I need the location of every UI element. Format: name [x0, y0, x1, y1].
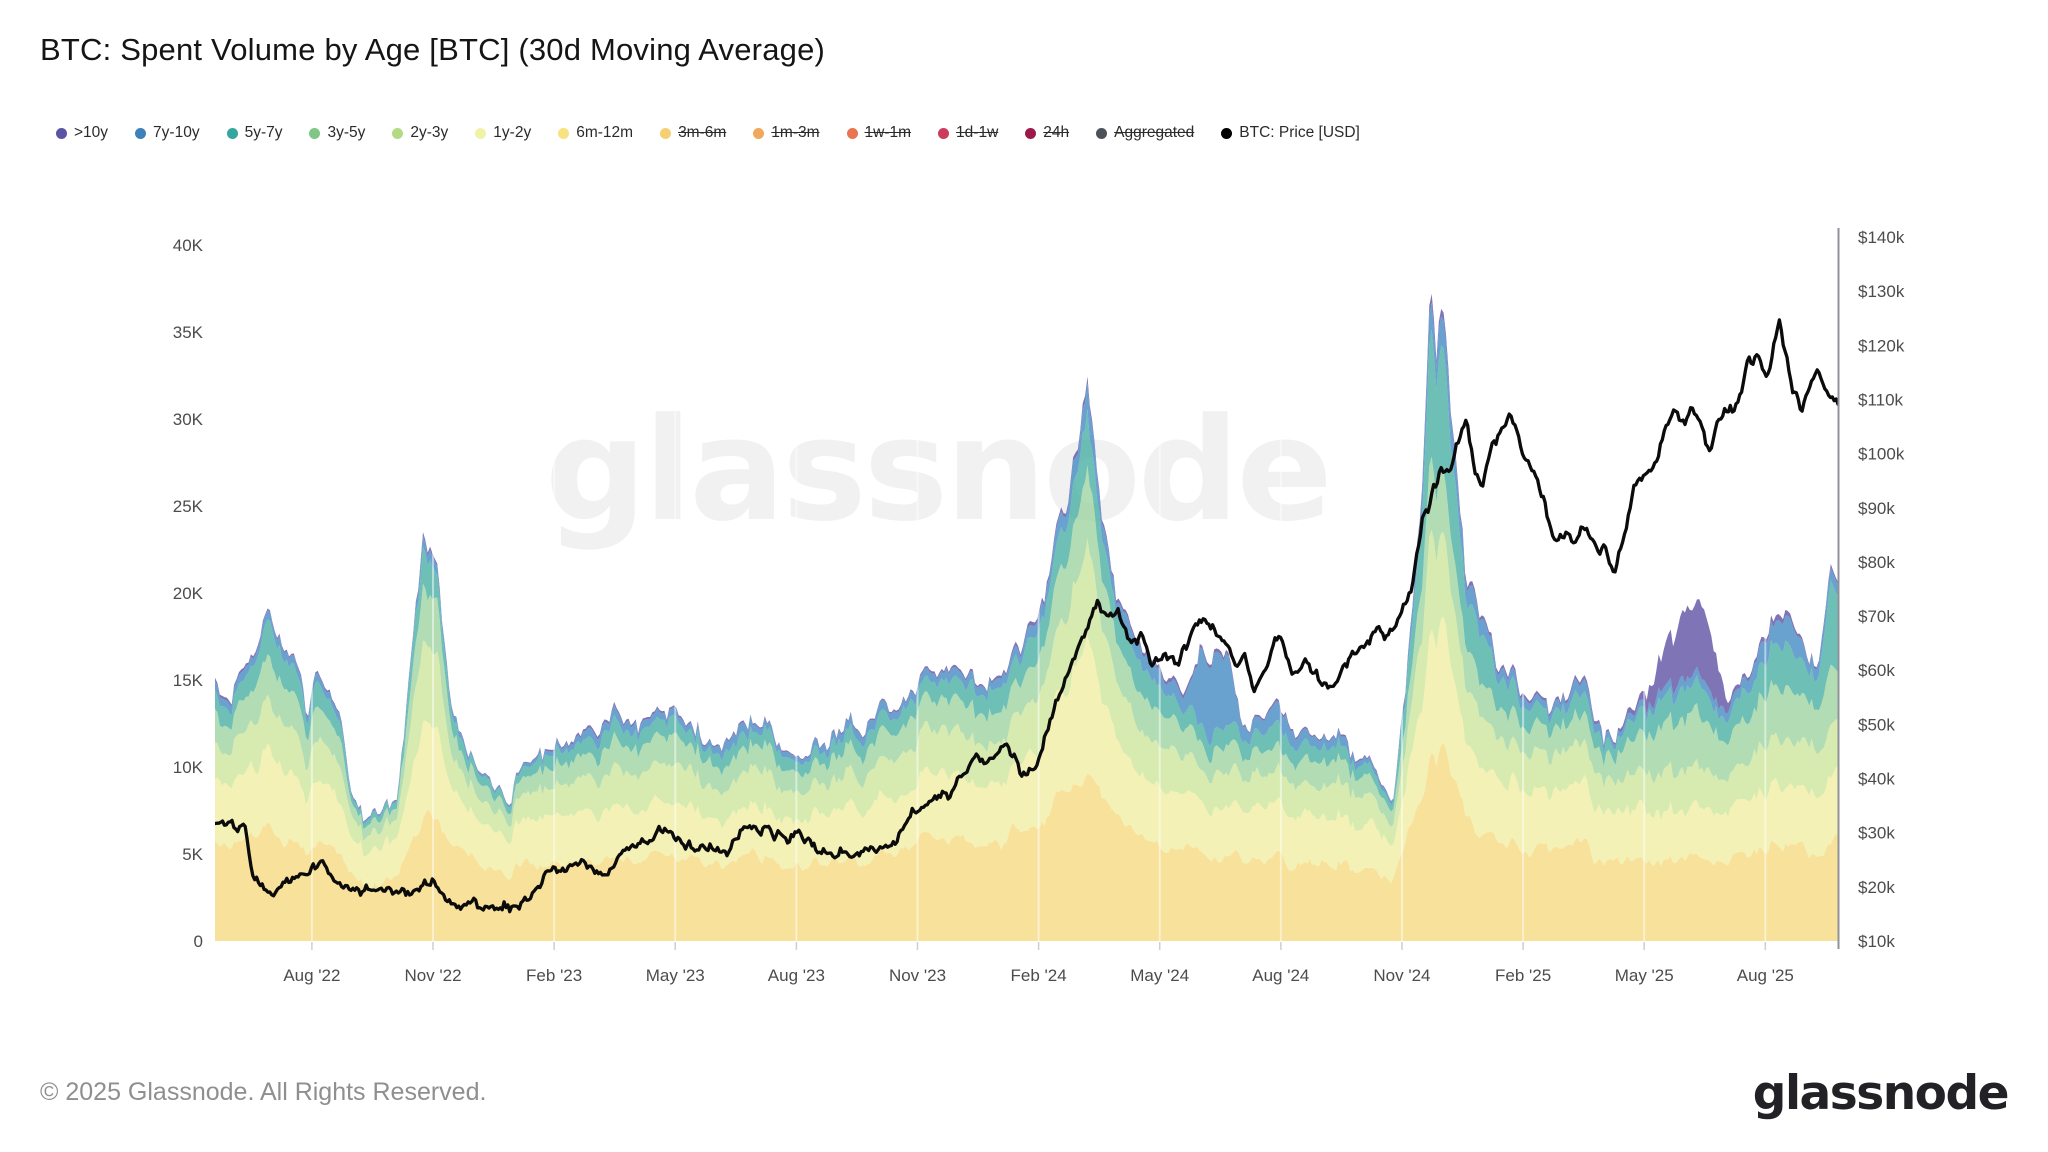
y-axis-right-label: $60k — [1858, 661, 1895, 680]
y-axis-right-label: $50k — [1858, 715, 1895, 734]
legend-label-aggregated: Aggregated — [1114, 124, 1195, 141]
legend-dot-btc-price-usd — [1221, 127, 1233, 139]
x-axis-label: May '24 — [1130, 966, 1189, 985]
legend-dot-7y-10y — [135, 127, 147, 139]
legend-label-1m-3m: 1m-3m — [771, 124, 820, 141]
legend-label-3y-5y: 3y-5y — [327, 124, 366, 141]
legend-dot-5y-7y — [226, 127, 238, 139]
y-axis-left-label: 40K — [173, 236, 204, 255]
legend-label-1y-2y: 1y-2y — [493, 124, 532, 141]
y-axis-right-label: $70k — [1858, 607, 1895, 626]
x-axis-label: Aug '25 — [1737, 966, 1794, 985]
btc-price-path — [215, 318, 1838, 914]
x-axis-label: Feb '24 — [1011, 966, 1067, 985]
legend-label-1d-1w: 1d-1w — [956, 124, 999, 141]
y-axis-left-label: 0 — [194, 932, 203, 951]
y-axis-right-label: $10k — [1858, 932, 1895, 951]
legend-item-1w-1m[interactable]: 1w-1m — [846, 124, 912, 142]
legend-label-7y-10y: 7y-10y — [153, 124, 200, 141]
legend-label-2y-3y: 2y-3y — [410, 124, 449, 141]
x-axis-label: May '25 — [1615, 966, 1674, 985]
legend-item-24h[interactable]: 24h — [1025, 124, 1069, 142]
chart-title: BTC: Spent Volume by Age [BTC] (30d Movi… — [40, 32, 826, 67]
x-axis-label: Feb '25 — [1495, 966, 1551, 985]
y-axis-left-label: 20K — [173, 584, 204, 603]
y-axis-right-label: $90k — [1858, 499, 1895, 518]
y-axis-right-label: $120k — [1858, 336, 1905, 355]
y-axis-right-label: $30k — [1858, 824, 1895, 843]
y-axis-left-label: 5K — [182, 845, 203, 864]
legend-dot-1y-2y — [475, 127, 487, 139]
legend-dot-6m-12m — [558, 127, 570, 139]
copyright-text: © 2025 Glassnode. All Rights Reserved. — [40, 1078, 487, 1106]
y-axis-left-label: 10K — [173, 758, 204, 777]
legend-dot-24h — [1025, 127, 1037, 139]
legend-item-3m-6m[interactable]: 3m-6m — [660, 124, 726, 142]
y-axis-right-label: $20k — [1858, 878, 1895, 897]
legend-item-5y-7y[interactable]: 5y-7y — [226, 124, 283, 142]
legend-label-5y-7y: 5y-7y — [244, 124, 283, 141]
legend-label-3m-6m: 3m-6m — [678, 124, 727, 141]
y-axis-left-label: 30K — [173, 410, 204, 429]
legend-item-1d-1w[interactable]: 1d-1w — [938, 124, 998, 142]
area-band-1y-2y — [215, 616, 1838, 890]
area-band-2y-3y — [215, 529, 1838, 857]
legend-item-aggregated[interactable]: Aggregated — [1096, 124, 1194, 142]
y-axis-right-label: $110k — [1858, 390, 1904, 409]
legend-dot-3m-6m — [660, 127, 672, 139]
x-axis-label: Aug '22 — [283, 966, 340, 985]
y-axis-right-label: $40k — [1858, 770, 1895, 789]
y-axis-left-label: 15K — [173, 671, 204, 690]
legend-item-3y-5y[interactable]: 3y-5y — [309, 124, 365, 142]
legend-dot-3y-5y — [309, 127, 321, 139]
glassnode-watermark: glassnode — [545, 388, 1333, 553]
x-axis-label: May '23 — [646, 966, 705, 985]
legend-item-btc-price-usd[interactable]: BTC: Price [USD] — [1221, 124, 1360, 142]
y-axis-right-label: $100k — [1858, 445, 1905, 464]
legend-item-1m-3m[interactable]: 1m-3m — [753, 124, 820, 142]
area-band-6m-12m — [215, 743, 1838, 941]
legend-dot-1d-1w — [938, 127, 950, 139]
stacked-areas — [215, 293, 1838, 941]
y-axis-right-label: $130k — [1858, 282, 1905, 301]
legend-item-6m-12m[interactable]: 6m-12m — [558, 124, 633, 142]
legend-label-24h: 24h — [1043, 124, 1070, 141]
legend-label-1w-1m: 1w-1m — [864, 124, 912, 141]
legend-label-6m-12m: 6m-12m — [576, 124, 634, 141]
legend-item-7y-10y[interactable]: 7y-10y — [135, 124, 200, 142]
legend: >10y 7y-10y 5y-7y 3y-5y 2y-3y 1y-2y 6m-12m 3m-6… — [56, 124, 1360, 142]
btc-price-line — [215, 318, 1838, 914]
x-axis-label: Nov '22 — [404, 966, 461, 985]
legend-item-1y-2y[interactable]: 1y-2y — [475, 124, 531, 142]
x-axis-label: Nov '24 — [1373, 966, 1430, 985]
x-axis-label: Nov '23 — [889, 966, 946, 985]
y-axis-right-label: $140k — [1858, 228, 1905, 247]
legend-dot-1m-3m — [753, 127, 765, 139]
glassnode-logo: glassnode — [1752, 1066, 2010, 1121]
y-axis-left-label: 35K — [173, 323, 204, 342]
legend-dot-2y-3y — [392, 127, 404, 139]
area-band-5y-7y — [215, 329, 1838, 829]
legend-item-2y-3y[interactable]: 2y-3y — [392, 124, 448, 142]
legend-dot-10y — [56, 127, 67, 139]
y-axis-left-label: 25K — [173, 497, 204, 516]
legend-label-10y: >10y — [74, 124, 109, 141]
legend-label-btc-price-usd: BTC: Price [USD] — [1239, 124, 1360, 141]
legend-dot-aggregated — [1096, 127, 1108, 139]
legend-dot-1w-1m — [846, 127, 858, 139]
x-axis-label: Feb '23 — [526, 966, 582, 985]
y-axis-right-label: $80k — [1858, 553, 1895, 572]
legend-item-10y[interactable]: >10y — [56, 124, 108, 142]
x-axis-label: Aug '23 — [768, 966, 825, 985]
x-axis-label: Aug '24 — [1252, 966, 1309, 985]
